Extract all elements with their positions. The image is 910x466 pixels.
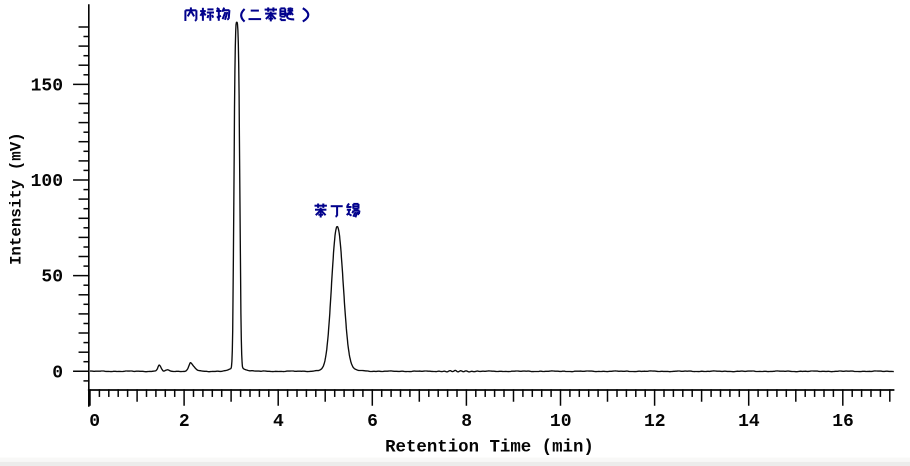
svg-text:10: 10 [550,412,572,432]
svg-text:4: 4 [273,412,284,432]
svg-text:100: 100 [31,172,63,192]
svg-text:Retention Time (min): Retention Time (min) [385,439,594,458]
svg-text:0: 0 [52,363,63,383]
svg-text:Intensity (mV): Intensity (mV) [8,132,26,265]
svg-text:14: 14 [738,412,760,432]
svg-text:0: 0 [89,412,100,432]
svg-text:8: 8 [461,412,472,432]
svg-text:16: 16 [832,412,854,432]
svg-text:12: 12 [644,412,666,432]
svg-text:50: 50 [41,268,63,288]
svg-text:150: 150 [31,76,63,96]
svg-text:6: 6 [367,412,378,432]
svg-text:2: 2 [179,412,190,432]
